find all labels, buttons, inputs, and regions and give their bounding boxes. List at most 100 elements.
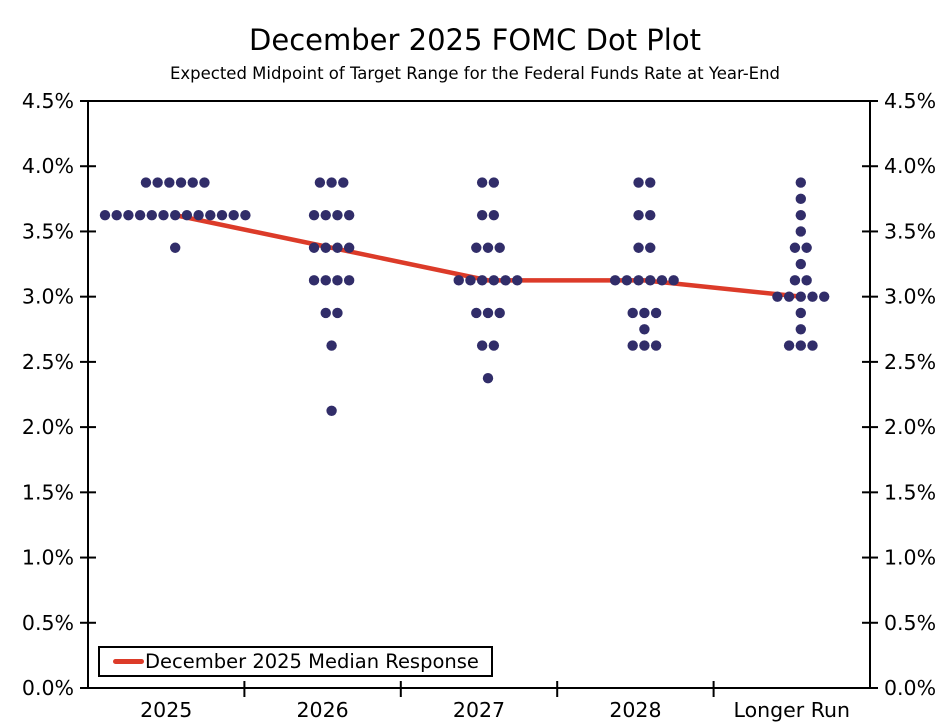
y-tick-label-left: 1.5% (22, 480, 74, 504)
response-dot (308, 275, 320, 286)
response-dot (795, 193, 806, 205)
y-tick-label-right: 0.5% (884, 611, 936, 635)
y-tick-label-left: 1.0% (22, 546, 74, 570)
response-dot (807, 291, 818, 302)
response-dot (621, 275, 633, 286)
y-tick-label-right: 4.0% (884, 154, 936, 178)
response-dot (482, 242, 494, 253)
response-dot (645, 275, 656, 286)
response-dot (332, 275, 343, 286)
y-tick-label-left: 0.0% (22, 676, 74, 700)
response-dot (633, 275, 644, 286)
x-category-label: 2027 (453, 698, 505, 722)
response-dot (181, 209, 193, 221)
response-dot (795, 209, 806, 221)
response-dot (488, 340, 500, 351)
response-dot (609, 275, 621, 286)
y-tick-label-right: 2.5% (884, 350, 936, 374)
response-dot (158, 209, 169, 221)
response-dot (465, 275, 476, 286)
response-dot (783, 291, 795, 302)
response-dot (656, 275, 668, 286)
y-tick-label-right: 2.0% (884, 415, 936, 439)
response-dot (308, 209, 320, 221)
response-dot (453, 275, 464, 286)
response-dot (216, 209, 228, 221)
y-tick-label-left: 2.0% (22, 415, 74, 439)
response-dot (146, 209, 157, 221)
response-dot (187, 177, 198, 188)
x-category-label: 2025 (140, 698, 192, 722)
response-dot (819, 291, 830, 302)
response-dot (320, 242, 331, 253)
response-dot (789, 242, 801, 253)
response-dot (639, 324, 650, 335)
response-dot (650, 340, 662, 351)
response-dot (633, 209, 644, 221)
response-dot (488, 209, 500, 221)
y-tick-label-right: 1.0% (884, 546, 936, 570)
response-dot (482, 307, 494, 319)
response-dot (645, 177, 656, 188)
y-tick-label-left: 3.5% (22, 219, 74, 243)
response-dot (338, 177, 349, 188)
response-dot (111, 209, 122, 221)
x-category-label: Longer Run (734, 698, 850, 722)
response-dot (500, 275, 511, 286)
response-dot (795, 226, 806, 237)
response-dot (332, 307, 343, 319)
chart-title: December 2025 FOMC Dot Plot (249, 23, 701, 57)
response-dot (99, 209, 111, 221)
response-dot (789, 275, 801, 286)
response-dot (795, 291, 806, 302)
response-dot (134, 209, 146, 221)
response-dot (343, 275, 355, 286)
x-category-label: 2028 (609, 698, 661, 722)
y-tick-label-left: 2.5% (22, 350, 74, 374)
response-dot (240, 209, 251, 221)
response-dot (795, 340, 806, 351)
response-dot (332, 242, 343, 253)
legend-label: December 2025 Median Response (145, 650, 479, 673)
response-dot (801, 275, 812, 286)
response-dot (795, 177, 806, 188)
response-dot (795, 307, 806, 319)
response-dot (332, 209, 343, 221)
response-dot (494, 307, 505, 319)
y-tick-label-left: 4.5% (22, 89, 74, 113)
response-dot (326, 405, 337, 417)
response-dot (170, 242, 181, 253)
response-dot (494, 242, 505, 253)
response-dot (476, 209, 488, 221)
y-tick-label-right: 3.0% (884, 285, 936, 309)
response-dot (476, 340, 488, 351)
y-tick-label-left: 4.0% (22, 154, 74, 178)
response-dot (170, 209, 181, 221)
response-dot (801, 242, 812, 253)
response-dot (488, 177, 500, 188)
response-dot (175, 177, 187, 188)
response-dot (343, 242, 355, 253)
response-dot (633, 242, 644, 253)
y-tick-label-right: 4.5% (884, 89, 936, 113)
y-tick-label-right: 0.0% (884, 676, 936, 700)
response-dot (152, 177, 163, 188)
response-dot (633, 177, 644, 188)
response-dot (193, 209, 204, 221)
response-dot (668, 275, 679, 286)
response-dot (326, 177, 337, 188)
response-dot (488, 275, 500, 286)
legend-box: December 2025 Median Response (98, 646, 493, 677)
response-dot (471, 307, 482, 319)
y-tick-label-right: 3.5% (884, 219, 936, 243)
response-dot (140, 177, 152, 188)
response-dot (783, 340, 795, 351)
response-dot (326, 340, 337, 351)
response-dot (645, 209, 656, 221)
x-category-label: 2026 (297, 698, 349, 722)
response-dot (199, 177, 210, 188)
response-dot (639, 307, 650, 319)
response-dot (512, 275, 523, 286)
